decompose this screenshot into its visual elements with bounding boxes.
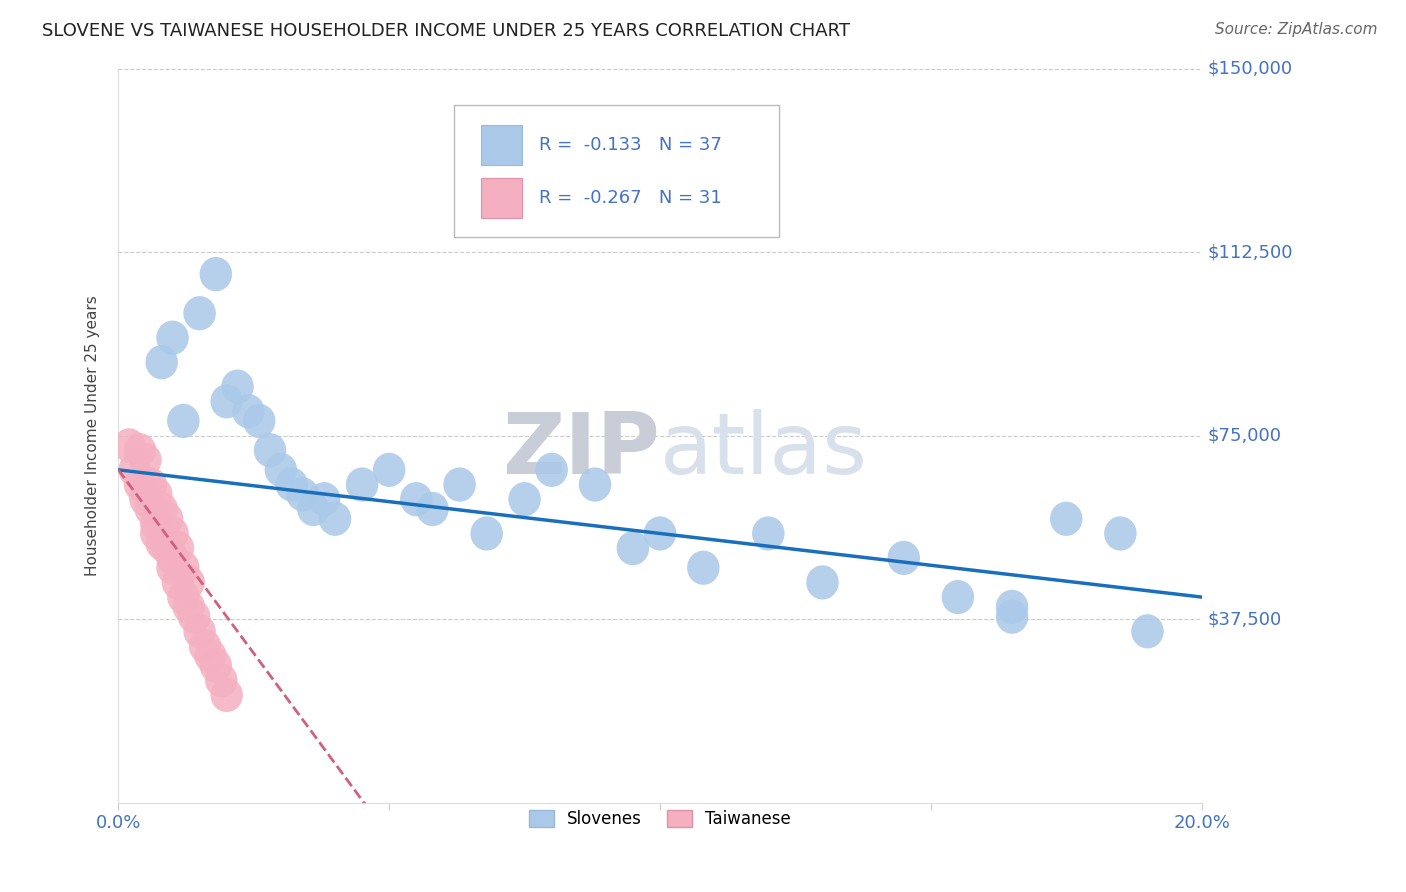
Ellipse shape — [253, 434, 287, 467]
Ellipse shape — [1050, 501, 1083, 536]
Ellipse shape — [1132, 615, 1164, 648]
Legend: Slovenes, Taiwanese: Slovenes, Taiwanese — [522, 803, 797, 835]
Ellipse shape — [243, 404, 276, 438]
Ellipse shape — [1104, 516, 1136, 550]
Ellipse shape — [297, 491, 329, 526]
Ellipse shape — [141, 477, 173, 511]
Ellipse shape — [135, 491, 167, 526]
Y-axis label: Householder Income Under 25 years: Householder Income Under 25 years — [86, 295, 100, 576]
Ellipse shape — [179, 599, 211, 634]
Ellipse shape — [194, 639, 226, 673]
Text: $37,500: $37,500 — [1206, 610, 1281, 628]
Ellipse shape — [536, 453, 568, 487]
Ellipse shape — [173, 590, 205, 624]
Ellipse shape — [183, 615, 217, 648]
Ellipse shape — [443, 467, 475, 501]
Ellipse shape — [124, 434, 156, 467]
Ellipse shape — [416, 491, 449, 526]
Ellipse shape — [617, 531, 650, 566]
Ellipse shape — [156, 516, 188, 550]
Ellipse shape — [995, 590, 1028, 624]
Text: ZIP: ZIP — [502, 409, 659, 491]
Ellipse shape — [183, 296, 217, 330]
Ellipse shape — [287, 477, 319, 511]
Ellipse shape — [221, 369, 253, 404]
Ellipse shape — [806, 566, 839, 599]
Ellipse shape — [145, 345, 179, 379]
Ellipse shape — [167, 580, 200, 615]
Ellipse shape — [346, 467, 378, 501]
Ellipse shape — [156, 320, 188, 355]
Ellipse shape — [150, 501, 183, 536]
Ellipse shape — [205, 663, 238, 698]
Ellipse shape — [167, 404, 200, 438]
Ellipse shape — [124, 467, 156, 501]
Ellipse shape — [276, 467, 308, 501]
Ellipse shape — [308, 482, 340, 516]
FancyBboxPatch shape — [481, 178, 523, 219]
Ellipse shape — [942, 580, 974, 615]
Text: $75,000: $75,000 — [1206, 426, 1281, 444]
FancyBboxPatch shape — [454, 105, 779, 237]
Ellipse shape — [129, 443, 162, 477]
Ellipse shape — [167, 550, 200, 585]
Text: Source: ZipAtlas.com: Source: ZipAtlas.com — [1215, 22, 1378, 37]
Ellipse shape — [135, 467, 167, 501]
Ellipse shape — [188, 629, 221, 663]
Ellipse shape — [509, 482, 541, 516]
Ellipse shape — [373, 453, 405, 487]
Ellipse shape — [232, 394, 264, 428]
Text: atlas: atlas — [659, 409, 868, 491]
Ellipse shape — [173, 566, 205, 599]
Ellipse shape — [118, 453, 150, 487]
Ellipse shape — [200, 648, 232, 682]
Ellipse shape — [211, 678, 243, 712]
Ellipse shape — [579, 467, 612, 501]
Text: $150,000: $150,000 — [1206, 60, 1292, 78]
Ellipse shape — [887, 541, 920, 575]
Ellipse shape — [752, 516, 785, 550]
Ellipse shape — [162, 531, 194, 566]
Ellipse shape — [150, 531, 183, 566]
Ellipse shape — [200, 257, 232, 292]
Ellipse shape — [145, 526, 179, 560]
Ellipse shape — [141, 507, 173, 541]
Ellipse shape — [162, 566, 194, 599]
Ellipse shape — [401, 482, 433, 516]
Ellipse shape — [145, 491, 179, 526]
Ellipse shape — [129, 482, 162, 516]
Text: SLOVENE VS TAIWANESE HOUSEHOLDER INCOME UNDER 25 YEARS CORRELATION CHART: SLOVENE VS TAIWANESE HOUSEHOLDER INCOME … — [42, 22, 851, 40]
Ellipse shape — [211, 384, 243, 418]
Ellipse shape — [471, 516, 503, 550]
Ellipse shape — [264, 453, 297, 487]
Ellipse shape — [156, 541, 188, 575]
Ellipse shape — [141, 516, 173, 550]
Text: R =  -0.133   N = 37: R = -0.133 N = 37 — [538, 136, 721, 154]
Ellipse shape — [112, 428, 145, 463]
Ellipse shape — [156, 550, 188, 585]
Ellipse shape — [319, 501, 352, 536]
Ellipse shape — [688, 550, 720, 585]
FancyBboxPatch shape — [481, 125, 523, 166]
Text: $112,500: $112,500 — [1206, 244, 1292, 261]
Ellipse shape — [644, 516, 676, 550]
Text: R =  -0.267   N = 31: R = -0.267 N = 31 — [538, 189, 721, 207]
Ellipse shape — [995, 599, 1028, 634]
